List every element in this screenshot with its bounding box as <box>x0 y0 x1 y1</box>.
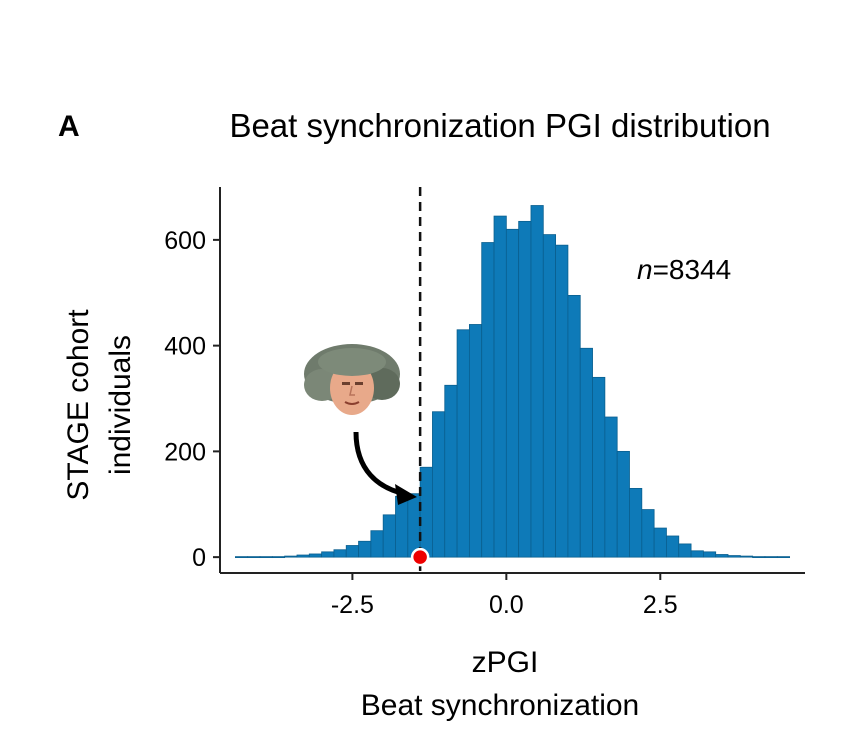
x-tick-label: 0.0 <box>489 591 524 619</box>
sample-size-italic: n <box>637 254 653 285</box>
histogram-bar <box>321 551 335 558</box>
x-axis-label-line2: Beat synchronization <box>361 689 640 722</box>
histogram-bar <box>345 545 359 558</box>
x-tick-label: 2.5 <box>643 591 678 619</box>
y-axis-label-line1: STAGE cohort <box>62 309 95 501</box>
histogram-bar <box>247 556 261 559</box>
histogram-bar <box>419 466 433 558</box>
histogram-bar <box>715 554 729 558</box>
histogram-bar <box>555 244 569 558</box>
histogram-bar <box>567 294 581 558</box>
histogram-bar <box>259 556 273 559</box>
histogram-bar <box>727 555 741 558</box>
histogram-bar <box>296 554 310 558</box>
bars-group <box>234 205 791 559</box>
arrow-curve <box>353 431 406 497</box>
y-tick-label: 0 <box>192 544 206 572</box>
histogram-bar <box>395 495 409 558</box>
histogram-bar <box>271 556 286 559</box>
y-tick-label: 600 <box>164 227 206 255</box>
histogram-bar <box>234 556 249 559</box>
histogram-bar <box>468 324 483 558</box>
y-tick-label: 200 <box>164 438 206 466</box>
histogram-bar <box>666 535 680 558</box>
histogram-bar <box>370 530 384 558</box>
histogram-bar <box>678 543 692 558</box>
highlight-point <box>410 547 430 567</box>
portrait-image <box>304 344 400 415</box>
histogram-bar <box>579 347 593 558</box>
panel-label: A <box>58 110 80 143</box>
histogram-bar <box>432 411 446 558</box>
histogram-bar <box>604 416 618 558</box>
histogram-bar <box>752 556 766 559</box>
histogram-bar <box>776 556 791 559</box>
histogram-bar <box>284 555 298 558</box>
histogram-bar <box>481 242 495 558</box>
histogram-bar <box>616 450 630 558</box>
y-tick-label: 400 <box>164 333 206 361</box>
histogram-bar <box>444 384 458 558</box>
x-tick-label: -2.5 <box>331 591 374 619</box>
histogram-bar <box>653 527 667 558</box>
arrow-head <box>395 484 417 505</box>
histogram-bar <box>358 540 372 558</box>
histogram-bar <box>518 220 532 558</box>
histogram-bar <box>542 234 557 558</box>
histogram-bar <box>407 493 421 558</box>
sample-size-value: =8344 <box>653 254 732 285</box>
histogram-bar <box>690 550 704 558</box>
histogram-bar <box>505 228 520 558</box>
histogram-bar <box>641 509 655 558</box>
histogram-bar <box>739 555 754 558</box>
histogram-bar <box>333 549 347 558</box>
sample-size-annotation: n=8344 <box>637 254 731 285</box>
histogram-bar <box>456 329 470 558</box>
histogram-bar <box>764 556 778 559</box>
histogram-bar <box>530 205 544 558</box>
y-axis-ticks: 0 200 400 600 <box>164 227 220 572</box>
y-axis-label-line2: individuals <box>104 335 137 475</box>
histogram-bar <box>493 215 507 558</box>
x-axis-ticks: -2.5 0.0 2.5 <box>331 573 678 619</box>
histogram-bar <box>629 487 643 558</box>
histogram-bar <box>382 514 396 558</box>
histogram-bar <box>702 551 717 558</box>
chart-title: Beat synchronization PGI distribution <box>229 107 770 144</box>
histogram-bar <box>308 553 323 558</box>
x-axis-label-line1: zPGI <box>472 646 539 679</box>
histogram-bar <box>592 376 606 558</box>
